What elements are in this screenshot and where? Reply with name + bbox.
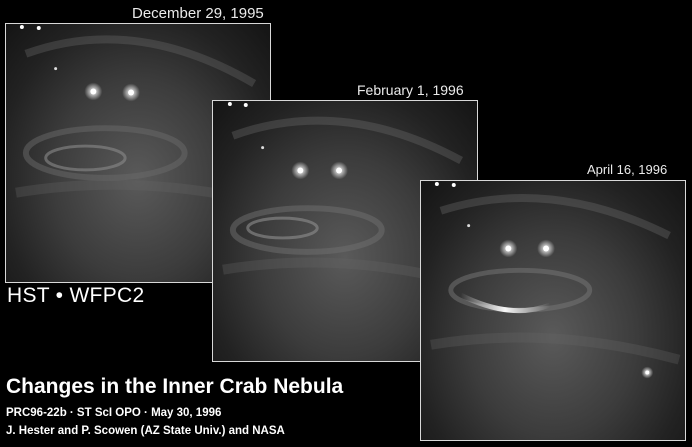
caption-credit-line-1: PRC96-22b · ST ScI OPO · May 30, 1996 (6, 407, 222, 419)
instrument-label: HST • WFPC2 (7, 284, 145, 307)
caption-title: Changes in the Inner Crab Nebula (6, 375, 344, 398)
nebula-image-apr-1996 (420, 180, 686, 441)
caption-credit-line-2: J. Hester and P. Scowen (AZ State Univ.)… (6, 425, 285, 437)
date-label-apr-1996: April 16, 1996 (587, 162, 668, 177)
date-label-feb-1996: February 1, 1996 (357, 82, 464, 98)
nebula-image-apr-1996-graphic (430, 181, 681, 379)
date-label-dec-1995: December 29, 1995 (132, 5, 264, 22)
